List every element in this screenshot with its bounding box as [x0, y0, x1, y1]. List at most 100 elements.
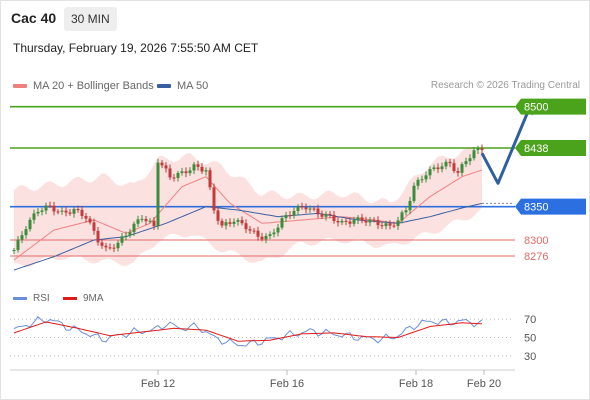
candle-body — [396, 220, 400, 226]
legend-ma20-label: MA 20 + Bollinger Bands — [33, 80, 154, 92]
x-tick-label: Feb 20 — [467, 378, 501, 390]
candle-body — [200, 166, 204, 172]
candle-body — [352, 220, 356, 224]
candle-body — [476, 148, 480, 151]
rsi-tick-50: 50 — [524, 333, 536, 345]
candle-body — [472, 150, 476, 159]
candle-body — [360, 217, 364, 221]
level-tag-8438: 8438 — [515, 140, 586, 156]
candle-body — [256, 230, 260, 237]
level-tag-bg — [515, 140, 586, 156]
rsi-line — [13, 316, 483, 347]
candle-body — [76, 209, 80, 211]
candle-body — [204, 170, 208, 172]
candle-body — [356, 217, 360, 221]
candle-body — [20, 235, 24, 240]
candle-body — [100, 242, 104, 246]
candle-body — [316, 208, 320, 215]
candle-body — [340, 220, 344, 223]
candle-body — [284, 215, 288, 219]
candle-body — [268, 234, 272, 236]
candle-body — [40, 210, 44, 212]
candle-body — [280, 218, 284, 228]
candle-body — [480, 148, 484, 151]
legend-ma20: MA 20 + Bollinger Bands — [13, 80, 154, 92]
candle-body — [468, 158, 472, 162]
legend-ma50: MA 50 — [157, 80, 208, 92]
candle-body — [216, 210, 220, 221]
candle-body — [148, 220, 152, 222]
candle-body — [32, 213, 36, 220]
candle-body — [428, 169, 432, 176]
candle-body — [296, 206, 300, 211]
candle-body — [464, 161, 468, 165]
candle-body — [164, 165, 168, 169]
candles-group — [12, 144, 484, 254]
x-tick-label: Feb 12 — [141, 378, 175, 390]
candle-body — [376, 220, 380, 226]
candle-body — [236, 220, 240, 222]
candle-body — [324, 213, 328, 217]
candle-body — [320, 214, 324, 217]
ma50-swatch — [157, 84, 171, 89]
level-label-8300: 8300 — [524, 235, 548, 247]
candle-body — [60, 210, 64, 212]
candle-body — [456, 170, 460, 173]
candle-body — [260, 236, 264, 240]
candle-body — [112, 247, 116, 249]
candle-body — [48, 205, 52, 207]
legend-rsi: RSI — [13, 293, 50, 304]
candle-body — [152, 220, 156, 227]
candle-body — [432, 167, 436, 170]
candle-body — [336, 220, 340, 223]
level-tag-bg — [515, 98, 586, 115]
candle-body — [140, 218, 144, 220]
candle-body — [300, 206, 304, 208]
candle-body — [288, 215, 292, 217]
level-tag-8350: 8350 — [515, 198, 586, 215]
candle-body — [304, 207, 308, 210]
candle-body — [400, 212, 404, 221]
rsi-ma-line — [13, 321, 483, 342]
candle-body — [72, 209, 76, 214]
candle-body — [208, 170, 212, 188]
candle-body — [248, 229, 252, 231]
candle-body — [448, 161, 452, 164]
x-tick-label: Feb 18 — [399, 378, 433, 390]
candle-body — [92, 222, 96, 231]
candle-body — [192, 164, 196, 171]
candle-body — [332, 214, 336, 221]
candle-body — [416, 179, 420, 186]
candle-body — [184, 171, 188, 174]
candle-body — [220, 220, 224, 226]
candle-body — [36, 211, 40, 214]
candle-body — [12, 250, 16, 251]
timeframe-badge[interactable]: 30 MIN — [64, 7, 117, 31]
candle-body — [264, 235, 268, 240]
candle-body — [16, 239, 20, 250]
candle-body — [56, 211, 60, 213]
candle-body — [460, 164, 464, 173]
candle-body — [52, 205, 56, 212]
candle-body — [224, 222, 228, 226]
projection-arrow — [480, 106, 532, 185]
candle-body — [452, 163, 456, 171]
candle-body — [144, 218, 148, 222]
candle-body — [180, 171, 184, 173]
level-tag-label: 8438 — [524, 143, 548, 155]
candle-body — [384, 223, 388, 227]
instrument-title: Cac 40 — [11, 10, 57, 26]
candle-body — [380, 225, 384, 227]
level-tag-8500: 8500 — [515, 98, 586, 115]
candle-body — [436, 167, 440, 170]
candle-body — [344, 220, 348, 222]
candle-body — [412, 185, 416, 201]
rsi-tick-30: 30 — [524, 351, 536, 363]
candle-body — [348, 221, 352, 224]
candle-body — [328, 213, 332, 215]
candle-body — [312, 208, 316, 210]
candle-body — [108, 247, 112, 249]
candle-body — [440, 166, 444, 170]
candle-body — [272, 232, 276, 235]
